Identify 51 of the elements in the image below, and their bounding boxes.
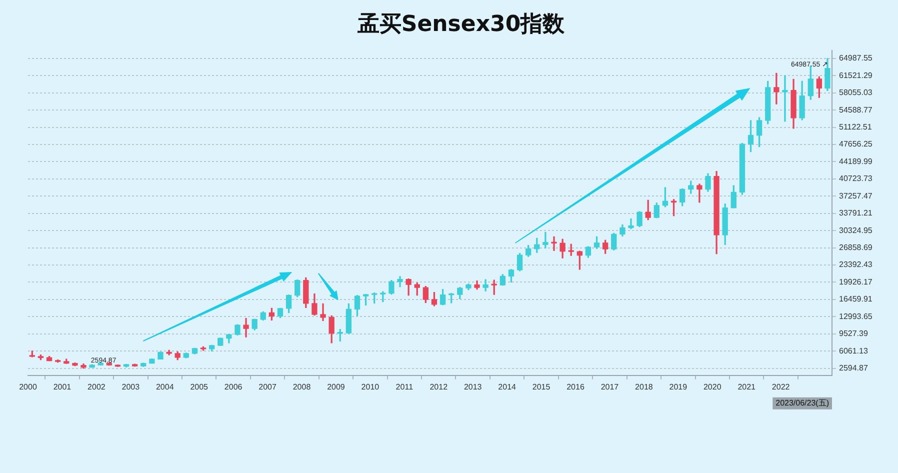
x-tick-label: 2016 <box>566 382 585 392</box>
x-tick-label: 2022 <box>772 382 790 392</box>
x-tick-label: 2001 <box>53 382 72 392</box>
candlestick <box>696 184 702 203</box>
y-tick-label: 58055.03 <box>839 88 873 98</box>
x-tick-label: 2019 <box>669 382 688 392</box>
y-tick-label: 44189.99 <box>839 156 873 166</box>
x-tick-label: 2013 <box>464 382 482 392</box>
x-tick-label: 2018 <box>635 382 654 392</box>
x-tick-label: 2021 <box>738 382 756 392</box>
y-tick-label: 40723.73 <box>839 174 873 184</box>
text: 2023/06/23(五) <box>776 398 830 408</box>
y-tick-label: 37257.47 <box>839 191 873 200</box>
y-tick-label: 51122.51 <box>839 122 872 132</box>
chart-title: 孟买Sensex30指数 <box>356 12 566 37</box>
candlestick <box>782 75 788 122</box>
x-tick-label: 2005 <box>190 382 209 392</box>
x-tick-label: 2012 <box>430 382 448 392</box>
y-tick-label: 12993.65 <box>839 312 873 321</box>
y-tick-label: 23392.43 <box>839 260 873 270</box>
y-tick-label: 19926.17 <box>839 277 873 286</box>
x-tick-label: 2014 <box>498 382 517 392</box>
x-tick-label: 2017 <box>600 382 620 392</box>
candlestick <box>551 236 557 251</box>
x-tick-label: 2009 <box>327 382 346 392</box>
x-tick-label: 2003 <box>122 382 140 392</box>
y-tick-label: 9527.39 <box>839 329 868 338</box>
y-tick-label: 54588.77 <box>839 105 873 114</box>
x-tick-label: 2011 <box>396 382 414 392</box>
x-tick-label: 2015 <box>532 382 551 392</box>
y-tick-label: 26858.69 <box>839 243 873 252</box>
y-tick-label: 30324.95 <box>839 226 873 235</box>
y-tick-label: 6061.13 <box>839 346 868 356</box>
x-tick-label: 2000 <box>19 382 38 392</box>
y-tick-label: 61521.29 <box>839 70 873 80</box>
candlestick <box>542 232 548 248</box>
x-tick-label: 2004 <box>156 382 174 392</box>
y-tick-label: 16459.91 <box>839 294 873 304</box>
x-tick-label: 2006 <box>224 382 243 392</box>
x-tick-label: 2020 <box>703 382 722 392</box>
x-tick-label: 2002 <box>88 382 106 392</box>
x-tick-label: 2008 <box>292 382 312 392</box>
x-tick-label: 2007 <box>258 382 277 392</box>
candlestick <box>628 218 634 230</box>
y-tick-label: 2594.87 <box>839 364 868 373</box>
y-tick-label: 64987.55 <box>839 54 873 63</box>
y-tick-label: 33791.21 <box>839 208 873 218</box>
x-tick-label: 2010 <box>361 382 380 392</box>
candlestick <box>243 318 249 338</box>
y-tick-label: 47656.25 <box>839 140 873 149</box>
candlestick <box>320 303 326 321</box>
